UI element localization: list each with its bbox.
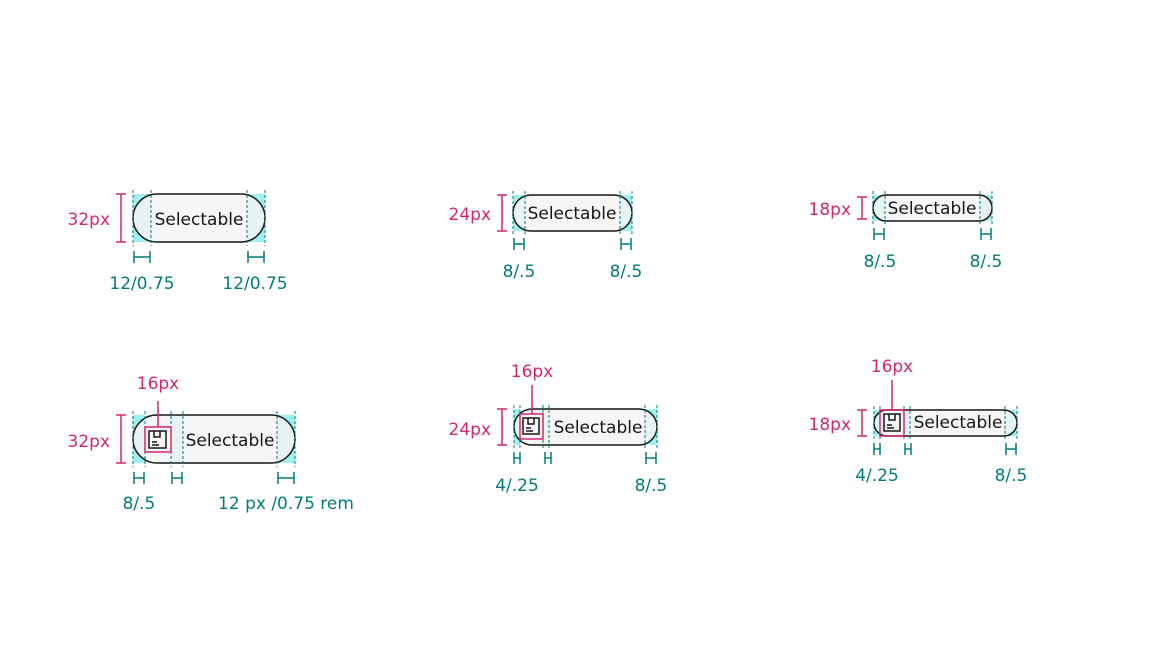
chip-spec-text-lg: Selectable 32px 12/0.75 12/0.75: [68, 190, 288, 294]
package-icon: [148, 430, 167, 449]
height-dimension: [116, 193, 126, 243]
height-label: 32px: [68, 210, 110, 230]
height-label: 32px: [68, 432, 110, 452]
right-padding-dimension: [645, 452, 657, 464]
icon-size-label: 16px: [137, 374, 179, 394]
right-padding-label: 8/.5: [995, 466, 1028, 486]
left-padding-dimension: [133, 251, 151, 263]
right-padding-dimension: [980, 228, 992, 240]
right-padding-label: 12/0.75: [222, 274, 287, 294]
chip-label: Selectable: [528, 204, 617, 224]
chip-label: Selectable: [914, 413, 1003, 433]
left-padding-dimension: [873, 228, 885, 240]
left-padding-dimension: [513, 452, 521, 464]
height-label: 18px: [809, 200, 851, 220]
left-padding-label: 8/.5: [503, 262, 536, 282]
left-padding-dimension: [133, 472, 145, 484]
height-label: 18px: [809, 415, 851, 435]
icon-size-label: 16px: [871, 357, 913, 377]
height-label: 24px: [449, 205, 491, 225]
left-padding-label: 8/.5: [123, 494, 156, 514]
chip-spec-icon-sm: 16px Selectable 18px 4/.25 8/.5: [809, 357, 1028, 486]
package-icon: [883, 413, 901, 432]
right-padding-dimension: [277, 472, 295, 484]
height-dimension: [497, 194, 507, 232]
left-padding-dimension: [873, 443, 881, 455]
left-padding-dimension: [513, 238, 525, 250]
chip-label: Selectable: [554, 418, 643, 438]
chip-spec-icon-md: 16px Selectable 24px 4/.25 8/.5: [449, 362, 668, 496]
icon-size-label: 16px: [511, 362, 553, 382]
chip-spec-icon-lg: 16px Selectable 32px 8/.5 12 px /0.75 re…: [68, 374, 354, 514]
right-padding-dimension: [247, 251, 265, 263]
gap-padding-dimension: [904, 443, 912, 455]
gap-padding-dimension: [544, 452, 552, 464]
right-padding-dimension: [1005, 443, 1017, 455]
height-dimension: [857, 196, 867, 220]
height-dimension: [116, 414, 126, 464]
right-padding-label: 8/.5: [970, 252, 1003, 272]
left-padding-label: 8/.5: [864, 252, 897, 272]
left-padding-label: 4/.25: [495, 476, 539, 496]
height-label: 24px: [449, 420, 491, 440]
left-padding-label: 12/0.75: [109, 274, 174, 294]
chip-label: Selectable: [186, 431, 275, 451]
chip-spec-text-sm: Selectable 18px 8/.5 8/.5: [809, 191, 1003, 272]
right-padding-label: 8/.5: [610, 262, 643, 282]
height-dimension: [857, 409, 867, 437]
right-padding-dimension: [620, 238, 632, 250]
right-padding-label: 12 px /0.75 rem: [218, 494, 354, 514]
chip-spec-text-md: Selectable 24px 8/.5 8/.5: [449, 191, 643, 282]
chip-label: Selectable: [155, 210, 244, 230]
gap-padding-dimension: [171, 472, 183, 484]
package-icon: [522, 417, 540, 435]
right-padding-label: 8/.5: [635, 476, 668, 496]
chip-label: Selectable: [888, 199, 977, 219]
height-dimension: [497, 408, 507, 446]
left-padding-label: 4/.25: [855, 466, 899, 486]
